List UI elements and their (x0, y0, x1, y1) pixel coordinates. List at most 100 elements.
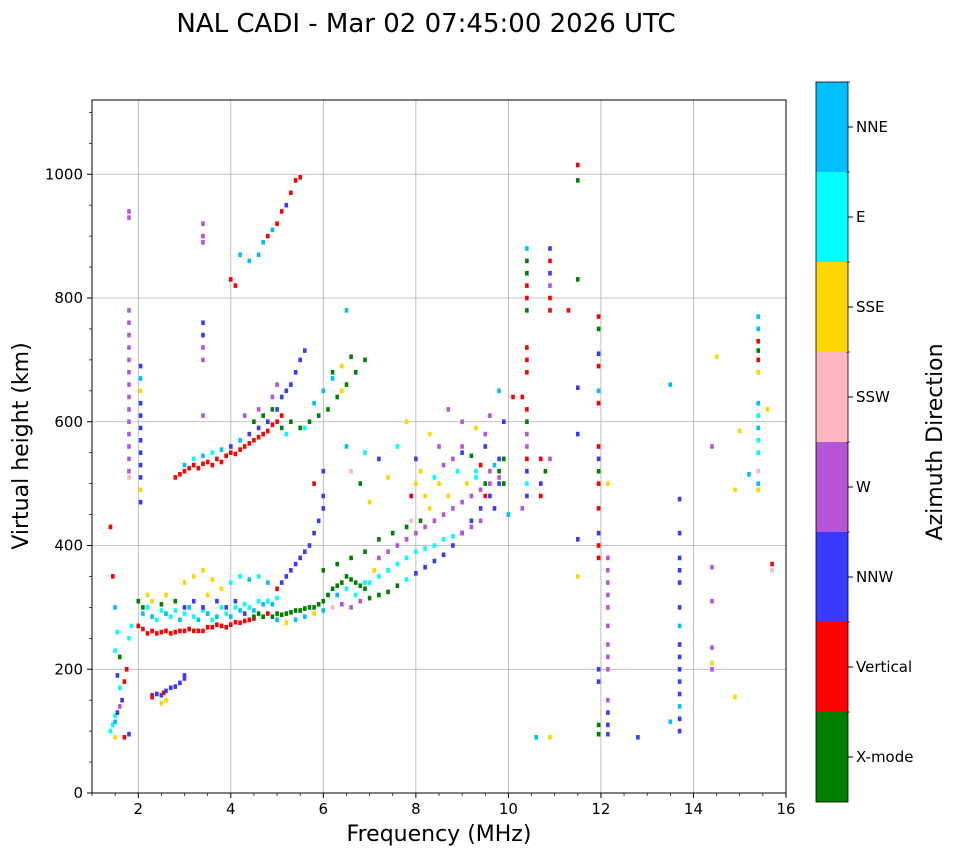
x-tick-label: 12 (591, 800, 610, 818)
echo-point (201, 453, 205, 459)
echo-point (127, 456, 131, 462)
echo-point (548, 283, 552, 288)
echo-point (441, 552, 446, 558)
echo-point (215, 614, 219, 619)
echo-point (219, 586, 224, 592)
echo-point (138, 425, 143, 431)
echo-point (252, 438, 256, 443)
echo-point (344, 586, 349, 592)
echo-point (201, 221, 205, 226)
echo-point (358, 481, 363, 486)
echo-point (502, 456, 506, 462)
echo-point (363, 450, 367, 455)
echo-point (576, 277, 580, 282)
echo-point (525, 283, 529, 288)
echo-point (576, 385, 580, 390)
echo-point (576, 162, 580, 168)
echo-point (229, 444, 233, 449)
echo-point (455, 468, 460, 474)
x-tick-label: 2 (133, 800, 143, 818)
series-group (127, 209, 131, 480)
echo-point (432, 543, 437, 548)
echo-point (120, 697, 124, 703)
echo-point (229, 277, 233, 282)
echo-point (497, 468, 501, 474)
echo-point (548, 246, 552, 251)
echo-point (478, 487, 483, 493)
series-group (108, 524, 134, 740)
echo-point (596, 481, 601, 486)
echo-point (344, 444, 349, 449)
echo-point (192, 456, 196, 462)
echo-point (219, 459, 224, 465)
echo-point (224, 624, 228, 630)
echo-point (358, 598, 363, 604)
echo-point (756, 339, 760, 344)
echo-point (173, 684, 178, 689)
echo-point (289, 419, 293, 424)
echo-point (596, 363, 601, 369)
echo-point (576, 178, 580, 183)
echo-point (437, 481, 441, 486)
echo-point (451, 456, 455, 462)
echo-point (441, 512, 446, 517)
echo-point (233, 451, 238, 457)
echo-point (242, 444, 247, 449)
echo-point (710, 667, 714, 672)
echo-point (145, 592, 150, 598)
echo-point (386, 568, 390, 573)
echo-point (497, 475, 501, 480)
echo-point (386, 475, 390, 480)
echo-point (363, 357, 367, 363)
echo-point (275, 221, 279, 226)
echo-point (293, 370, 298, 375)
echo-point (756, 348, 760, 353)
echo-point (219, 605, 224, 610)
series-group (534, 162, 580, 740)
echo-point (238, 252, 242, 257)
echo-point (145, 605, 150, 610)
echo-point (159, 701, 164, 706)
echo-point (770, 568, 774, 573)
echo-point (312, 400, 316, 406)
echo-point (136, 623, 141, 629)
echo-point (525, 246, 529, 251)
echo-point (307, 605, 312, 610)
echo-point (182, 611, 187, 616)
echo-point (548, 270, 552, 276)
echo-point (155, 631, 159, 636)
echo-point (525, 345, 529, 350)
echo-point (756, 413, 760, 418)
echo-point (201, 345, 205, 350)
echo-point (127, 345, 131, 350)
echo-point (677, 704, 682, 709)
echo-point (136, 598, 141, 604)
echo-point (192, 598, 196, 604)
echo-point (525, 419, 529, 424)
echo-point (293, 178, 298, 183)
echo-point (256, 434, 261, 440)
series-group (710, 314, 774, 700)
echo-point (127, 636, 131, 641)
echo-point (344, 308, 349, 313)
y-tick-label: 200 (54, 660, 83, 678)
echo-point (127, 468, 131, 474)
echo-point (127, 370, 131, 375)
colorbar: X-mode Vertical NNW W SSW SSE E NNE (815, 81, 913, 803)
axis-ticks: 2 4 6 8 10 12 14 16 0 200 400 600 800 1000 (45, 112, 796, 818)
echo-point (427, 506, 432, 511)
echo-point (141, 605, 145, 610)
echo-point (242, 413, 247, 418)
echo-point (303, 606, 307, 611)
echo-point (289, 610, 293, 615)
echo-point (138, 438, 143, 443)
echo-point (270, 614, 275, 619)
echo-point (316, 413, 321, 418)
echo-point (483, 444, 488, 449)
colorbar-label-w: W (856, 478, 871, 496)
echo-point (677, 654, 682, 660)
echo-point (539, 493, 543, 499)
echo-point (330, 370, 335, 375)
echo-point (196, 465, 201, 471)
echo-point (460, 530, 464, 536)
